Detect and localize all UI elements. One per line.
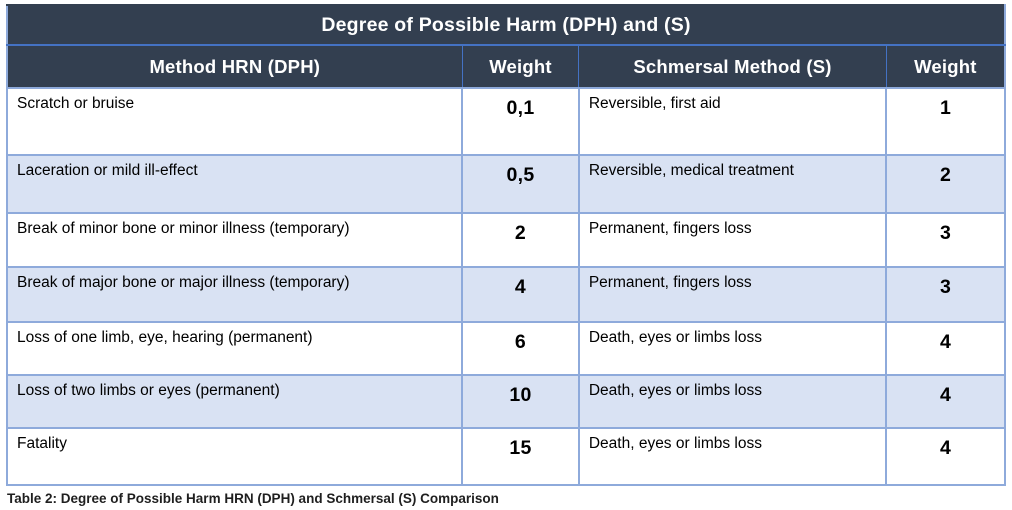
table-row: Break of minor bone or minor illness (te…	[5, 212, 1006, 268]
column-header-s-weight: Weight	[885, 45, 1005, 88]
table-row: Scratch or bruise 0,1 Reversible, first …	[5, 87, 1006, 156]
table-title-row: Degree of Possible Harm (DPH) and (S)	[7, 5, 1005, 46]
dph-weight-value: 15	[461, 427, 580, 486]
table-row: Loss of one limb, eye, hearing (permanen…	[5, 321, 1006, 376]
schmersal-description: Death, eyes or limbs loss	[577, 374, 888, 429]
table-row: Loss of two limbs or eyes (permanent) 10…	[5, 374, 1006, 429]
table-header-row: Method HRN (DPH) Weight Schmersal Method…	[7, 45, 1005, 88]
schmersal-weight-value: 4	[885, 321, 1006, 376]
schmersal-weight-value: 4	[885, 427, 1006, 486]
schmersal-weight-value: 2	[885, 154, 1006, 214]
schmersal-description: Permanent, fingers loss	[577, 266, 888, 323]
column-header-schmersal: Schmersal Method (S)	[578, 45, 887, 88]
dph-weight-value: 0,5	[461, 154, 580, 214]
schmersal-description: Reversible, medical treatment	[577, 154, 888, 214]
schmersal-description: Reversible, first aid	[577, 87, 888, 156]
dph-description: Loss of one limb, eye, hearing (permanen…	[5, 321, 464, 376]
column-header-method-hrn: Method HRN (DPH)	[7, 45, 463, 88]
table-caption: Table 2: Degree of Possible Harm HRN (DP…	[7, 491, 499, 506]
dph-description: Loss of two limbs or eyes (permanent)	[5, 374, 464, 429]
schmersal-description: Death, eyes or limbs loss	[577, 321, 888, 376]
column-header-dph-weight: Weight	[461, 45, 579, 88]
dph-weight-value: 4	[461, 266, 580, 323]
table-title: Degree of Possible Harm (DPH) and (S)	[7, 5, 1005, 46]
dph-weight-value: 2	[461, 212, 580, 268]
schmersal-weight-value: 3	[885, 266, 1006, 323]
dph-weight-value: 6	[461, 321, 580, 376]
schmersal-description: Death, eyes or limbs loss	[577, 427, 888, 486]
schmersal-weight-value: 4	[885, 374, 1006, 429]
schmersal-weight-value: 1	[885, 87, 1006, 156]
dph-description: Laceration or mild ill-effect	[5, 154, 464, 214]
harm-comparison-table: Degree of Possible Harm (DPH) and (S) Me…	[5, 4, 1006, 486]
dph-description: Scratch or bruise	[5, 87, 464, 156]
dph-weight-value: 10	[461, 374, 580, 429]
table-row: Break of major bone or major illness (te…	[5, 266, 1006, 323]
dph-description: Break of minor bone or minor illness (te…	[5, 212, 464, 268]
schmersal-weight-value: 3	[885, 212, 1006, 268]
dph-weight-value: 0,1	[461, 87, 580, 156]
table-row: Fatality 15 Death, eyes or limbs loss 4	[5, 427, 1006, 486]
dph-description: Fatality	[5, 427, 464, 486]
table-row: Laceration or mild ill-effect 0,5 Revers…	[5, 154, 1006, 214]
schmersal-description: Permanent, fingers loss	[577, 212, 888, 268]
dph-description: Break of major bone or major illness (te…	[5, 266, 464, 323]
